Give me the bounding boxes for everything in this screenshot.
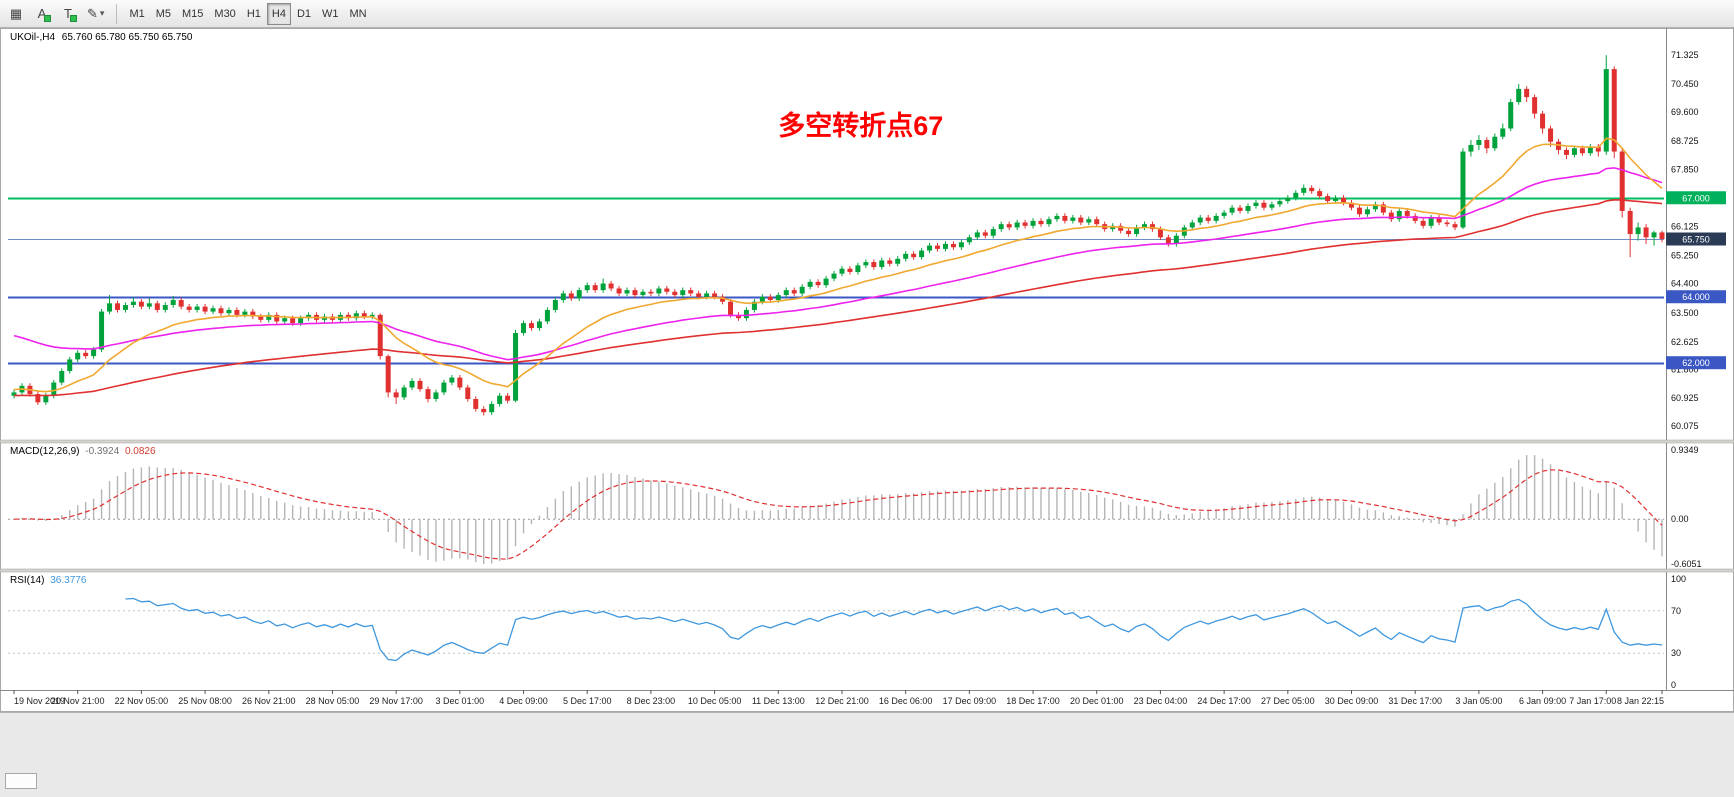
svg-text:17 Dec 09:00: 17 Dec 09:00 <box>943 696 997 706</box>
svg-text:-0.6051: -0.6051 <box>1671 559 1702 569</box>
svg-text:0.00: 0.00 <box>1671 514 1689 524</box>
svg-text:4 Dec 09:00: 4 Dec 09:00 <box>499 696 548 706</box>
time-axis[interactable] <box>13 690 1663 694</box>
timeframe-button-m5[interactable]: M5 <box>151 3 176 25</box>
svg-text:65.750: 65.750 <box>1682 235 1710 245</box>
grid-icon: ▦ <box>9 5 23 21</box>
font-tool-button[interactable]: A <box>30 3 54 25</box>
svg-text:64.000: 64.000 <box>1682 292 1710 302</box>
draw-tool-button[interactable]: ✎ ▾ <box>82 3 109 25</box>
svg-text:64.400: 64.400 <box>1671 279 1699 289</box>
svg-text:0.9349: 0.9349 <box>1671 445 1699 455</box>
status-bar <box>0 712 1734 797</box>
macd-signal-line <box>13 469 1663 560</box>
timeframe-button-m30[interactable]: M30 <box>209 3 240 25</box>
svg-text:70.450: 70.450 <box>1671 79 1699 89</box>
svg-text:26 Nov 21:00: 26 Nov 21:00 <box>242 696 296 706</box>
svg-text:31 Dec 17:00: 31 Dec 17:00 <box>1388 696 1442 706</box>
svg-text:65.250: 65.250 <box>1671 250 1699 260</box>
svg-text:8 Dec 23:00: 8 Dec 23:00 <box>627 696 676 706</box>
timeframe-button-d1[interactable]: D1 <box>292 3 316 25</box>
timeframe-button-w1[interactable]: W1 <box>317 3 344 25</box>
svg-text:3 Jan 05:00: 3 Jan 05:00 <box>1455 696 1502 706</box>
svg-text:28 Nov 05:00: 28 Nov 05:00 <box>306 696 360 706</box>
svg-text:62.000: 62.000 <box>1682 358 1710 368</box>
ma-line-slow <box>13 198 1663 397</box>
level-lines-layer <box>8 197 1664 365</box>
svg-text:20 Nov 21:00: 20 Nov 21:00 <box>51 696 105 706</box>
timeframe-button-m1[interactable]: M1 <box>124 3 149 25</box>
symbol-period: UKOil-,H4 <box>10 32 56 43</box>
svg-text:27 Dec 05:00: 27 Dec 05:00 <box>1261 696 1315 706</box>
svg-text:23 Dec 04:00: 23 Dec 04:00 <box>1134 696 1188 706</box>
svg-text:70: 70 <box>1671 606 1681 616</box>
toolbar: ▦ A T ✎ ▾ M1 M5 M15 M30 H1 H4 D1 W1 MN <box>0 0 1734 28</box>
ohlc-values: 65.760 65.780 65.750 65.750 <box>61 32 193 43</box>
svg-text:68.725: 68.725 <box>1671 136 1699 146</box>
svg-text:67.000: 67.000 <box>1682 193 1710 203</box>
svg-text:62.625: 62.625 <box>1671 337 1699 347</box>
svg-text:10 Dec 05:00: 10 Dec 05:00 <box>688 696 742 706</box>
chart-annotation[interactable]: 多空转折点67 <box>778 111 944 142</box>
svg-text:11 Dec 13:00: 11 Dec 13:00 <box>752 696 805 706</box>
chevron-down-icon: ▾ <box>99 8 105 18</box>
svg-text:16 Dec 06:00: 16 Dec 06:00 <box>879 696 933 706</box>
ma-line-mid <box>13 167 1663 361</box>
svg-text:5 Dec 17:00: 5 Dec 17:00 <box>563 696 612 706</box>
svg-text:19 Nov 2019: 19 Nov 2019 <box>14 696 65 706</box>
text-active-flag <box>70 14 77 22</box>
svg-text:24 Dec 17:00: 24 Dec 17:00 <box>1197 696 1251 706</box>
svg-text:8 Jan 22:15: 8 Jan 22:15 <box>1617 696 1664 706</box>
timeframe-button-m15[interactable]: M15 <box>177 3 208 25</box>
timeframe-button-h1[interactable]: H1 <box>242 3 266 25</box>
svg-text:71.325: 71.325 <box>1671 50 1699 60</box>
price-badge-67.000 <box>1666 191 1726 205</box>
svg-text:100: 100 <box>1671 574 1686 584</box>
svg-text:60.075: 60.075 <box>1671 421 1699 431</box>
svg-text:0: 0 <box>1671 680 1676 690</box>
svg-text:20 Dec 01:00: 20 Dec 01:00 <box>1070 696 1124 706</box>
svg-text:61.800: 61.800 <box>1671 364 1699 374</box>
ma-line-fast <box>13 137 1663 393</box>
timeframe-button-h4[interactable]: H4 <box>266 2 291 25</box>
svg-text:60.925: 60.925 <box>1671 393 1699 403</box>
price-badge-64.000 <box>1666 290 1726 304</box>
timeframe-group: M1 M5 M15 M30 H1 H4 D1 W1 MN <box>124 2 372 25</box>
svg-text:7 Jan 17:00: 7 Jan 17:00 <box>1569 696 1616 706</box>
svg-text:12 Dec 21:00: 12 Dec 21:00 <box>815 696 869 706</box>
svg-text:66.125: 66.125 <box>1671 222 1699 232</box>
pane-splitter-1[interactable] <box>0 439 1734 444</box>
pane-splitter-2[interactable] <box>0 568 1734 573</box>
rsi-line <box>125 597 1663 662</box>
text-icon: T <box>64 6 72 21</box>
font-icon: A <box>37 6 47 21</box>
svg-text:22 Nov 05:00: 22 Nov 05:00 <box>115 696 169 706</box>
grid-tool-button[interactable]: ▦ <box>4 3 28 25</box>
candles-layer <box>11 55 1665 416</box>
svg-text:69.600: 69.600 <box>1671 107 1699 117</box>
svg-text:30: 30 <box>1671 648 1681 658</box>
svg-text:25 Nov 08:00: 25 Nov 08:00 <box>178 696 232 706</box>
chart-area[interactable]: 71.325 70.450 69.600 68.725 67.850 66.125 65.2… <box>0 28 1734 712</box>
svg-text:30 Dec 09:00: 30 Dec 09:00 <box>1325 696 1379 706</box>
chart-title: UKOil-,H4 65.760 65.780 65.750 65.750 <box>10 32 196 43</box>
pencil-icon: ✎ <box>87 5 98 21</box>
svg-text:63.500: 63.500 <box>1671 308 1699 318</box>
svg-text:6 Jan 09:00: 6 Jan 09:00 <box>1519 696 1566 706</box>
text-tool-button[interactable]: T <box>56 3 80 25</box>
chart-canvas[interactable]: 71.325 70.450 69.600 68.725 67.850 66.125 65.2… <box>0 28 1734 712</box>
svg-text:18 Dec 17:00: 18 Dec 17:00 <box>1006 696 1060 706</box>
font-active-flag <box>44 14 51 22</box>
price-badge-65.750 <box>1666 232 1726 246</box>
toolbar-separator <box>116 3 118 24</box>
macd-histogram <box>21 455 1663 564</box>
status-box <box>5 773 37 789</box>
svg-text:29 Nov 17:00: 29 Nov 17:00 <box>369 696 423 706</box>
svg-text:3 Dec 01:00: 3 Dec 01:00 <box>436 696 485 706</box>
timeframe-button-mn[interactable]: MN <box>345 3 372 25</box>
svg-text:67.850: 67.850 <box>1671 165 1699 175</box>
price-badge-62.000 <box>1666 356 1726 370</box>
